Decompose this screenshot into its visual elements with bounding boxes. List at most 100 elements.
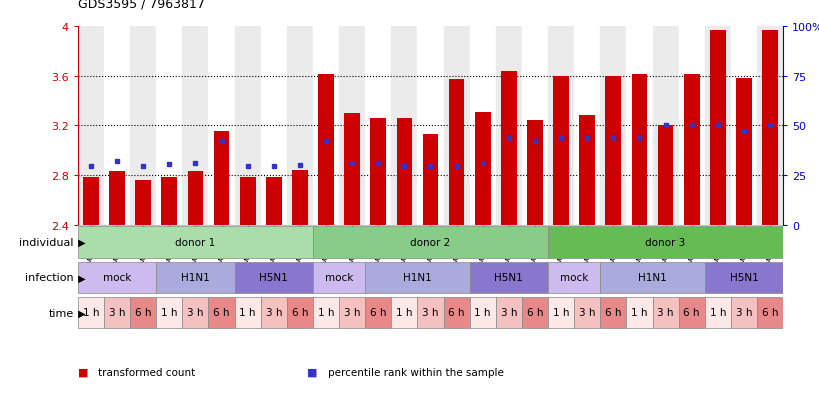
Bar	[762, 31, 777, 225]
Text: H5N1: H5N1	[729, 272, 758, 282]
Bar	[265, 178, 281, 225]
Bar	[417, 27, 443, 225]
Text: 1 h: 1 h	[552, 307, 568, 317]
Bar	[469, 297, 495, 329]
Bar	[443, 27, 469, 225]
Bar	[469, 27, 495, 225]
Bar	[500, 71, 516, 225]
Bar	[417, 297, 443, 329]
Text: ▶: ▶	[75, 308, 86, 318]
Bar	[521, 27, 547, 225]
Bar	[730, 27, 756, 225]
Bar	[260, 297, 287, 329]
Bar	[604, 76, 621, 225]
Bar	[730, 297, 756, 329]
Bar	[735, 79, 751, 225]
Bar	[130, 297, 156, 329]
Text: 3 h: 3 h	[578, 307, 595, 317]
Text: 3 h: 3 h	[500, 307, 517, 317]
Bar	[364, 297, 391, 329]
Bar	[709, 31, 725, 225]
Bar	[573, 297, 600, 329]
Text: 3 h: 3 h	[343, 307, 360, 317]
Text: 1 h: 1 h	[161, 307, 178, 317]
Text: 1 h: 1 h	[239, 307, 256, 317]
Bar	[553, 76, 568, 225]
Bar	[313, 227, 547, 259]
Text: H5N1: H5N1	[259, 272, 287, 282]
Text: 3 h: 3 h	[735, 307, 751, 317]
Bar	[182, 27, 208, 225]
Bar	[756, 27, 782, 225]
Bar	[704, 297, 730, 329]
Bar	[313, 297, 339, 329]
Bar	[704, 27, 730, 225]
Bar	[443, 297, 469, 329]
Text: 6 h: 6 h	[369, 307, 386, 317]
Bar	[156, 297, 182, 329]
Bar	[161, 178, 177, 225]
Bar	[396, 119, 412, 225]
Bar	[234, 262, 313, 294]
Bar	[239, 178, 256, 225]
Text: 1 h: 1 h	[318, 307, 334, 317]
Bar	[260, 27, 287, 225]
Text: mock: mock	[559, 272, 587, 282]
Text: H1N1: H1N1	[403, 272, 432, 282]
Text: 6 h: 6 h	[135, 307, 152, 317]
Text: 6 h: 6 h	[213, 307, 229, 317]
Bar	[600, 262, 704, 294]
Bar	[135, 180, 151, 225]
Text: donor 2: donor 2	[410, 237, 450, 247]
Bar	[391, 27, 417, 225]
Bar	[678, 297, 704, 329]
Bar	[104, 27, 130, 225]
Text: H1N1: H1N1	[181, 272, 210, 282]
Bar	[313, 262, 364, 294]
Bar	[182, 297, 208, 329]
Bar	[156, 27, 182, 225]
Bar	[631, 75, 646, 225]
Bar	[756, 297, 782, 329]
Bar	[683, 75, 699, 225]
Bar	[495, 27, 521, 225]
Bar	[573, 27, 600, 225]
Bar	[422, 135, 438, 225]
Text: 3 h: 3 h	[109, 307, 125, 317]
Bar	[600, 297, 626, 329]
Bar	[78, 27, 104, 225]
Text: 1 h: 1 h	[474, 307, 491, 317]
Text: 3 h: 3 h	[187, 307, 203, 317]
Bar	[287, 27, 313, 225]
Bar	[156, 262, 234, 294]
Text: transformed count: transformed count	[98, 367, 196, 377]
Text: percentile rank within the sample: percentile rank within the sample	[328, 367, 503, 377]
Text: 3 h: 3 h	[422, 307, 438, 317]
Bar	[104, 297, 130, 329]
Bar	[448, 80, 464, 225]
Text: donor 3: donor 3	[645, 237, 685, 247]
Text: 1 h: 1 h	[83, 307, 99, 317]
Bar	[214, 132, 229, 225]
Bar	[130, 27, 156, 225]
Text: 6 h: 6 h	[292, 307, 308, 317]
Text: mock: mock	[102, 272, 131, 282]
Text: 3 h: 3 h	[265, 307, 282, 317]
Bar	[364, 262, 469, 294]
Bar	[495, 297, 521, 329]
Bar	[370, 119, 386, 225]
Text: 6 h: 6 h	[682, 307, 699, 317]
Text: donor 1: donor 1	[175, 237, 215, 247]
Text: ▶: ▶	[75, 237, 86, 248]
Bar	[78, 262, 156, 294]
Bar	[391, 297, 417, 329]
Text: 6 h: 6 h	[604, 307, 621, 317]
Bar	[547, 262, 600, 294]
Text: H5N1: H5N1	[494, 272, 523, 282]
Text: GDS3595 / 7963817: GDS3595 / 7963817	[78, 0, 205, 10]
Text: 6 h: 6 h	[448, 307, 464, 317]
Bar	[469, 262, 547, 294]
Text: H1N1: H1N1	[637, 272, 666, 282]
Bar	[208, 27, 234, 225]
Bar	[339, 297, 364, 329]
